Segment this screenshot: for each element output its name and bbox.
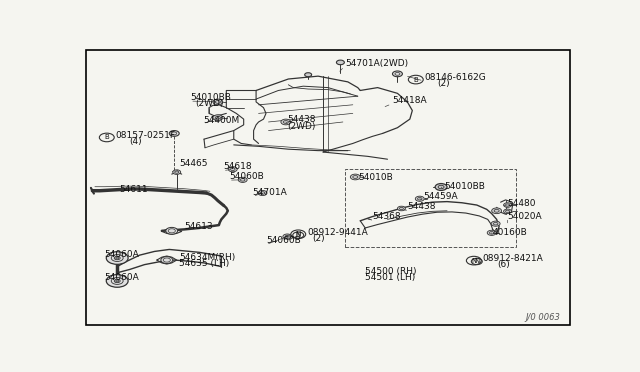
Text: 08157-0251F: 08157-0251F bbox=[116, 131, 176, 140]
Text: (2): (2) bbox=[437, 79, 450, 88]
Circle shape bbox=[286, 235, 292, 239]
Text: 40160B: 40160B bbox=[493, 228, 527, 237]
Text: J/0 0063: J/0 0063 bbox=[525, 314, 560, 323]
Text: 08912-9441A: 08912-9441A bbox=[307, 228, 368, 237]
Text: (2): (2) bbox=[312, 234, 324, 243]
Text: 54020A: 54020A bbox=[508, 212, 542, 221]
Circle shape bbox=[487, 230, 496, 235]
Text: 08912-8421A: 08912-8421A bbox=[483, 254, 543, 263]
Text: 54701A: 54701A bbox=[253, 188, 287, 197]
Circle shape bbox=[166, 227, 178, 234]
Text: 54368: 54368 bbox=[372, 212, 401, 221]
Text: N: N bbox=[296, 231, 301, 237]
Circle shape bbox=[305, 73, 312, 77]
Circle shape bbox=[106, 252, 128, 264]
Text: B: B bbox=[413, 77, 418, 83]
Circle shape bbox=[350, 174, 360, 180]
Text: 54010B: 54010B bbox=[359, 173, 394, 182]
Text: (4): (4) bbox=[129, 137, 142, 146]
Text: 54418A: 54418A bbox=[392, 96, 427, 105]
Text: (2WD): (2WD) bbox=[287, 122, 316, 131]
Text: 54701A(2WD): 54701A(2WD) bbox=[346, 58, 408, 68]
Text: N: N bbox=[471, 258, 476, 264]
Text: 54400M: 54400M bbox=[203, 116, 239, 125]
Circle shape bbox=[228, 167, 237, 172]
Text: 54635 (LH): 54635 (LH) bbox=[179, 259, 230, 268]
Circle shape bbox=[337, 60, 344, 65]
Text: 54060A: 54060A bbox=[104, 250, 138, 259]
Circle shape bbox=[281, 119, 291, 125]
Text: 54438: 54438 bbox=[287, 115, 316, 124]
Circle shape bbox=[161, 257, 173, 263]
Circle shape bbox=[169, 131, 179, 136]
Bar bbox=[346, 169, 516, 247]
Circle shape bbox=[114, 256, 120, 260]
Circle shape bbox=[504, 209, 511, 214]
Circle shape bbox=[504, 203, 511, 207]
Text: (2WD): (2WD) bbox=[195, 99, 223, 108]
Circle shape bbox=[392, 71, 403, 77]
Text: 54613: 54613 bbox=[184, 222, 212, 231]
Text: 54501 (LH): 54501 (LH) bbox=[365, 273, 415, 282]
Text: 54438: 54438 bbox=[408, 202, 436, 211]
Text: B: B bbox=[104, 134, 109, 141]
Circle shape bbox=[213, 99, 223, 105]
Text: 54618: 54618 bbox=[223, 162, 252, 171]
Text: N: N bbox=[474, 259, 479, 264]
Text: 54060A: 54060A bbox=[104, 273, 138, 282]
Text: (6): (6) bbox=[498, 260, 510, 269]
Circle shape bbox=[213, 115, 223, 121]
Circle shape bbox=[435, 183, 447, 190]
Circle shape bbox=[238, 177, 247, 182]
Text: 54060B: 54060B bbox=[229, 172, 264, 181]
Text: 54010BB: 54010BB bbox=[190, 93, 231, 102]
Text: 54010BB: 54010BB bbox=[445, 182, 485, 191]
Circle shape bbox=[491, 221, 500, 226]
Circle shape bbox=[492, 208, 502, 214]
Circle shape bbox=[106, 275, 128, 287]
Text: 54465: 54465 bbox=[179, 159, 208, 169]
Text: 54480: 54480 bbox=[508, 199, 536, 208]
Text: 08146-6162G: 08146-6162G bbox=[425, 73, 486, 82]
Circle shape bbox=[258, 190, 267, 196]
Text: 54634M(RH): 54634M(RH) bbox=[179, 253, 236, 262]
Circle shape bbox=[397, 206, 405, 211]
Circle shape bbox=[283, 234, 292, 239]
Circle shape bbox=[173, 170, 180, 174]
Text: 54060B: 54060B bbox=[266, 236, 301, 245]
Text: 54500 (RH): 54500 (RH) bbox=[365, 267, 417, 276]
Circle shape bbox=[114, 279, 120, 283]
Text: 54611: 54611 bbox=[120, 185, 148, 194]
Circle shape bbox=[415, 196, 424, 201]
Text: N: N bbox=[296, 232, 301, 238]
Text: 54459A: 54459A bbox=[424, 192, 458, 201]
